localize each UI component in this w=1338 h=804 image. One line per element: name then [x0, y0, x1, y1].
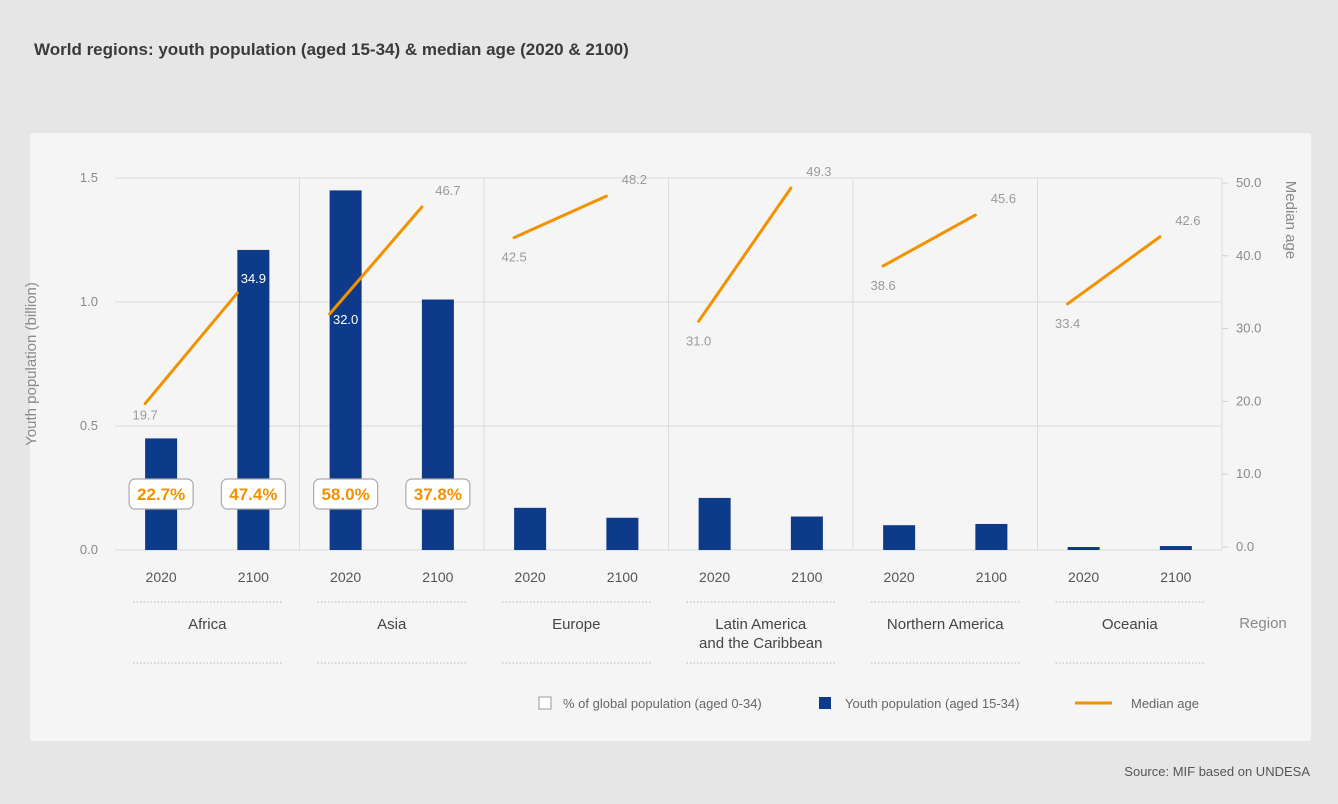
y-right-axis-title: Median age: [1282, 181, 1299, 259]
median-age-line-africa: [143, 291, 239, 406]
legend-label: Youth population (aged 15-34): [845, 696, 1019, 711]
pct-badge-box: [405, 478, 471, 510]
pct-badge-label: 37.8%: [414, 485, 462, 504]
y-right-tick-label: 50.0: [1236, 175, 1261, 190]
region-label-line: Latin America: [715, 616, 807, 633]
median-age-label: 42.6: [1175, 213, 1200, 228]
region-label-line: and the Caribbean: [699, 635, 822, 652]
bar-asia-2100: [421, 299, 454, 550]
x-tick-label: 2100: [976, 569, 1007, 585]
median-age-label: 45.6: [991, 191, 1016, 206]
region-label: Asia: [377, 616, 407, 633]
region-label: Europe: [552, 616, 600, 633]
bar-oceania-2020: [1067, 547, 1100, 550]
median-age-label: 48.2: [622, 172, 647, 187]
pct-badge-label: 22.7%: [137, 485, 185, 504]
y-right-tick-label: 0.0: [1236, 539, 1254, 554]
bar-latin-america-and-the-caribbean-2100: [790, 516, 823, 550]
bar-europe-2100: [606, 517, 639, 550]
bar-northern-america-2020: [883, 525, 916, 550]
region-label: Oceania: [1102, 616, 1159, 633]
median-age-line-oceania: [1066, 235, 1162, 306]
chart-title: World regions: youth population (aged 15…: [34, 40, 629, 59]
x-tick-label: 2100: [238, 569, 269, 585]
x-tick-label: 2020: [330, 569, 361, 585]
region-label: Northern America: [887, 616, 1004, 633]
bar-oceania-2100: [1159, 546, 1192, 550]
x-tick-label: 2020: [1068, 569, 1099, 585]
legend-label: Median age: [1131, 696, 1199, 711]
legend-swatch-pct: [538, 696, 552, 710]
pct-badge-label: 58.0%: [322, 485, 370, 504]
median-age-line-europe: [512, 194, 608, 240]
median-age-label: 46.7: [435, 183, 460, 198]
y-left-tick-label: 1.5: [80, 170, 98, 185]
x-tick-label: 2100: [422, 569, 453, 585]
median-age-label: 38.6: [870, 278, 895, 293]
legend-label: % of global population (aged 0-34): [563, 696, 762, 711]
x-tick-label: 2100: [607, 569, 638, 585]
x-tick-label: 2020: [699, 569, 730, 585]
median-age-label: 19.7: [132, 408, 157, 423]
median-age-label: 49.3: [806, 164, 831, 179]
source-note: Source: MIF based on UNDESA: [1124, 764, 1310, 779]
x-tick-label: 2020: [146, 569, 177, 585]
y-left-tick-label: 0.5: [80, 418, 98, 433]
pct-badge-box: [128, 478, 194, 510]
y-right-tick-label: 20.0: [1236, 393, 1261, 408]
x-tick-label: 2100: [791, 569, 822, 585]
y-left-tick-label: 0.0: [80, 542, 98, 557]
pct-badge-box: [220, 478, 286, 510]
median-age-label: 42.5: [501, 250, 526, 265]
y-right-tick-label: 40.0: [1236, 248, 1261, 263]
median-age-line-northern-america: [881, 213, 977, 268]
median-age-label: 34.9: [241, 271, 266, 286]
median-age-label: 33.4: [1055, 316, 1080, 331]
y-right-tick-label: 30.0: [1236, 321, 1261, 336]
x-tick-label: 2100: [1160, 569, 1191, 585]
median-age-label: 32.0: [333, 312, 358, 327]
median-age-line-asia: [328, 205, 424, 316]
x-tick-label: 2020: [515, 569, 546, 585]
y-left-axis-title: Youth population (billion): [23, 282, 40, 446]
bar-northern-america-2100: [975, 523, 1008, 550]
legend-swatch-youth: [819, 697, 831, 709]
bar-latin-america-and-the-caribbean-2020: [698, 497, 731, 550]
y-left-tick-label: 1.0: [80, 294, 98, 309]
x-tick-label: 2020: [884, 569, 915, 585]
pct-badge-box: [313, 478, 379, 510]
x-axis-title: Region: [1239, 615, 1287, 632]
region-label: Africa: [188, 616, 227, 633]
y-right-tick-label: 10.0: [1236, 466, 1261, 481]
median-age-label: 31.0: [686, 333, 711, 348]
bar-europe-2020: [514, 507, 547, 550]
pct-badge-label: 47.4%: [229, 485, 277, 504]
median-age-line-latin-america-and-the-caribbean: [697, 186, 793, 323]
